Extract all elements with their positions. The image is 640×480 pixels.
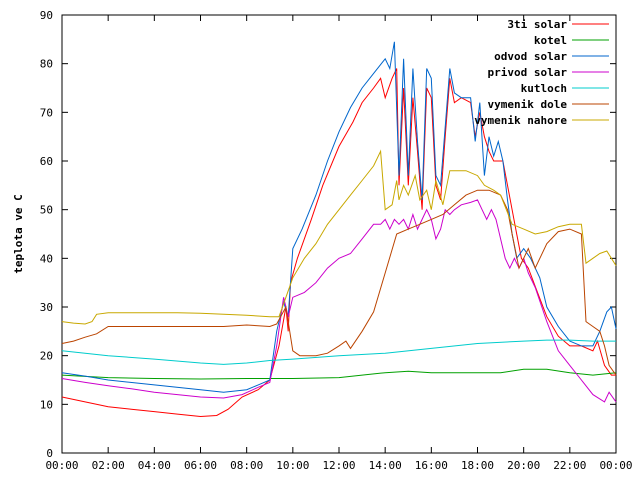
legend-label: privod solar bbox=[488, 66, 568, 79]
legend-label: vymenik nahore bbox=[474, 114, 567, 127]
series-line-privod-solar bbox=[61, 199, 617, 403]
legend-label: odvod solar bbox=[494, 50, 567, 63]
plot-frame bbox=[61, 14, 617, 454]
series-line-kutloch bbox=[61, 339, 616, 365]
x-tick-label: 10:00 bbox=[276, 459, 309, 472]
y-axis: 0 10 20 30 40 50 60 70 80 90 bbox=[40, 9, 616, 460]
y-tick-label: 70 bbox=[40, 106, 53, 119]
x-tick-label: 00:00 bbox=[599, 459, 632, 472]
y-axis-label: teplota ve C bbox=[12, 194, 25, 273]
y-tick-label: 50 bbox=[40, 204, 53, 217]
y-tick-label: 80 bbox=[40, 58, 53, 71]
x-tick-label: 22:00 bbox=[553, 459, 586, 472]
y-tick-label: 20 bbox=[40, 350, 53, 363]
legend: 3ti solar kotel odvod solar privod solar kut… bbox=[474, 18, 609, 127]
x-tick-label: 04:00 bbox=[138, 459, 171, 472]
y-tick-label: 30 bbox=[40, 301, 53, 314]
x-tick-label: 14:00 bbox=[369, 459, 402, 472]
legend-label: kutloch bbox=[521, 82, 567, 95]
series-line-kotel bbox=[61, 368, 617, 380]
x-tick-label: 12:00 bbox=[322, 459, 355, 472]
y-tick-label: 0 bbox=[46, 447, 53, 460]
y-tick-label: 90 bbox=[40, 9, 53, 22]
x-tick-label: 00:00 bbox=[45, 459, 78, 472]
legend-label: kotel bbox=[534, 34, 567, 47]
y-tick-label: 40 bbox=[40, 252, 53, 265]
legend-label: vymenik dole bbox=[488, 98, 568, 111]
x-tick-label: 02:00 bbox=[92, 459, 125, 472]
x-tick-label: 06:00 bbox=[184, 459, 217, 472]
x-tick-label: 16:00 bbox=[415, 459, 448, 472]
series-line-vymenik-dole bbox=[61, 189, 617, 376]
x-tick-label: 18:00 bbox=[461, 459, 494, 472]
x-tick-label: 20:00 bbox=[507, 459, 540, 472]
y-tick-label: 60 bbox=[40, 155, 53, 168]
x-axis: 00:00 02:00 04:00 06:00 08:00 10:00 12:00 14:00… bbox=[45, 15, 633, 472]
x-tick-label: 08:00 bbox=[230, 459, 263, 472]
series-line-vymenik-nahore bbox=[61, 149, 617, 325]
series-lines bbox=[61, 41, 617, 418]
legend-label: 3ti solar bbox=[507, 18, 567, 31]
y-tick-label: 10 bbox=[40, 398, 53, 411]
